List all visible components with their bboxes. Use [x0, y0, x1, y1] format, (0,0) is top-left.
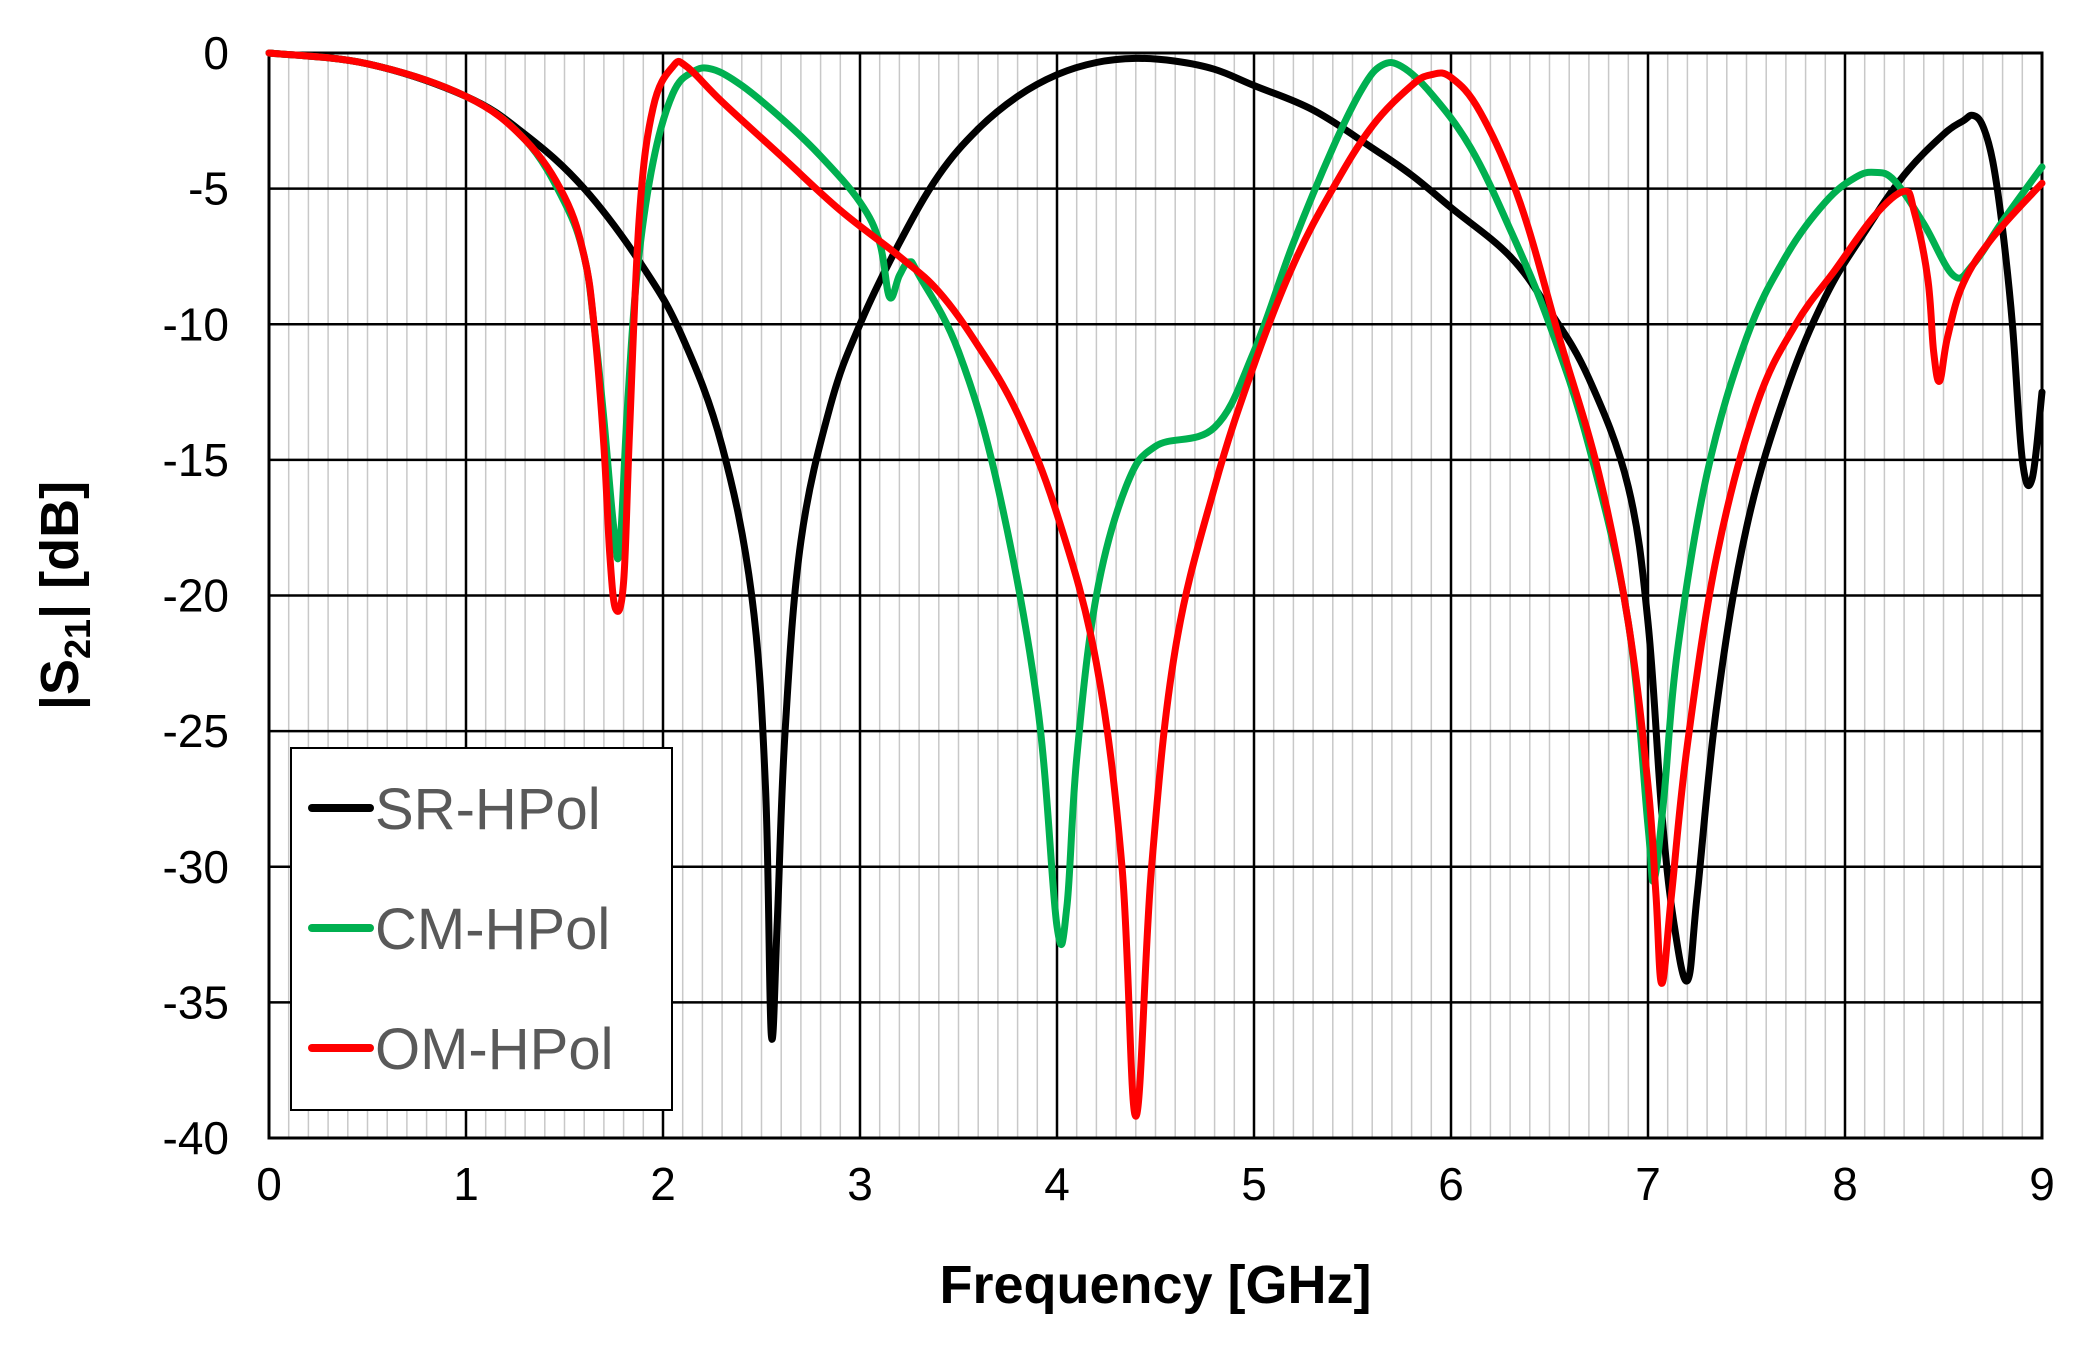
x-tick-label: 9 — [2029, 1158, 2055, 1210]
legend-label-cm-hpol: CM-HPol — [375, 897, 610, 962]
series-line-om-hpol — [265, 49, 2046, 1120]
x-axis-title: Frequency [GHz] — [939, 1255, 1371, 1315]
x-tick-label: 0 — [256, 1158, 282, 1210]
x-tick-label: 4 — [1044, 1158, 1070, 1210]
legend-label-sr-hpol: SR-HPol — [375, 777, 601, 842]
y-axis-title: |S21| [dB] — [30, 481, 98, 710]
y-axis-ticks: 0 -5 -10 -15 -20 -25 -30 -35 -40 — [163, 27, 229, 1164]
x-axis-ticks: 0 1 2 3 4 5 6 7 8 9 — [256, 1158, 2055, 1210]
y-tick-label: -25 — [163, 705, 229, 757]
y-axis-title-prefix: |S — [30, 659, 91, 710]
y-axis-title-subscript: 21 — [57, 619, 98, 659]
x-tick-label: 5 — [1241, 1158, 1267, 1210]
y-tick-label: -5 — [188, 163, 229, 215]
x-tick-label: 6 — [1438, 1158, 1464, 1210]
x-tick-label: 1 — [453, 1158, 479, 1210]
plot-frame — [267, 51, 2044, 1140]
y-tick-label: -35 — [163, 976, 229, 1028]
x-tick-label: 3 — [847, 1158, 873, 1210]
y-tick-label: -30 — [163, 841, 229, 893]
legend-items: SR-HPol CM-HPol OM-HPol — [308, 777, 613, 1082]
y-axis-title-suffix: | [dB] — [30, 481, 91, 619]
y-tick-label: 0 — [203, 27, 229, 79]
x-tick-label: 2 — [650, 1158, 676, 1210]
x-tick-label: 8 — [1832, 1158, 1858, 1210]
y-tick-label: -40 — [163, 1112, 229, 1164]
series-line-sr-hpol — [265, 49, 2046, 1043]
y-tick-label: -10 — [163, 298, 229, 350]
y-tick-label: -20 — [163, 570, 229, 622]
plot-area — [265, 49, 2046, 1140]
series-layer — [265, 49, 2046, 1120]
x-tick-label: 7 — [1635, 1158, 1661, 1210]
y-tick-label: -15 — [163, 434, 229, 486]
legend-label-om-hpol: OM-HPol — [375, 1017, 613, 1082]
legend: SR-HPol CM-HPol OM-HPol — [290, 747, 673, 1111]
